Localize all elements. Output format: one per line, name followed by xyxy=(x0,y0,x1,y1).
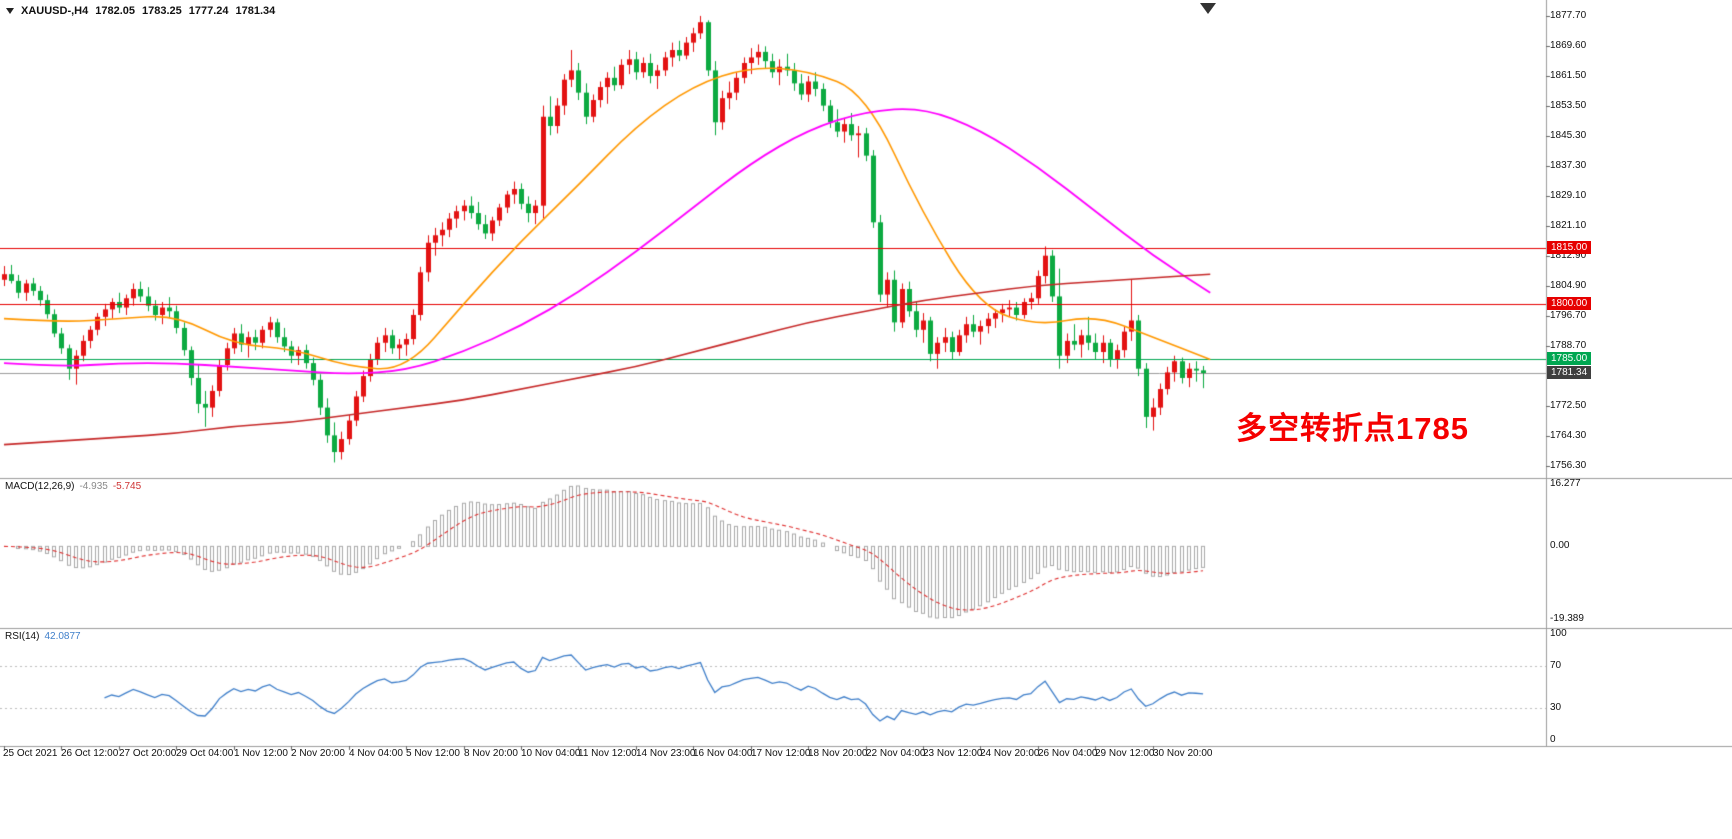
price-tick-label: 1837.30 xyxy=(1550,159,1587,171)
time-axis-label: 24 Nov 20:00 xyxy=(980,748,1040,759)
time-axis-label: 25 Oct 2021 xyxy=(3,748,58,759)
time-axis-label: 29 Nov 12:00 xyxy=(1095,748,1155,759)
rsi-scale-label: 100 xyxy=(1550,628,1567,639)
low-value: 1777.24 xyxy=(188,5,229,17)
time-axis-label: 26 Oct 12:00 xyxy=(61,748,119,759)
chart-header: XAUUSD-,H4 1782.05 1783.25 1777.24 1781.… xyxy=(6,5,275,17)
price-line-badge: 1800.00 xyxy=(1547,297,1592,310)
current-price-badge: 1781.34 xyxy=(1547,366,1592,379)
price-line-badge: 1785.00 xyxy=(1547,352,1592,365)
macd-main-value: -4.935 xyxy=(79,481,108,492)
price-tick-label: 1796.70 xyxy=(1550,310,1587,322)
time-axis-label: 14 Nov 23:00 xyxy=(636,748,696,759)
chart-shift-icon xyxy=(1200,3,1216,14)
time-axis-label: 30 Nov 20:00 xyxy=(1153,748,1213,759)
price-tick-label: 1829.10 xyxy=(1550,190,1587,202)
price-tick-label: 1821.10 xyxy=(1550,219,1587,231)
price-line-badge: 1815.00 xyxy=(1547,241,1592,254)
time-axis-label: 26 Nov 04:00 xyxy=(1038,748,1098,759)
high-value: 1783.25 xyxy=(142,5,182,17)
time-axis-label: 10 Nov 04:00 xyxy=(521,748,581,759)
time-axis-label: 22 Nov 04:00 xyxy=(866,748,926,759)
macd-scale-label: 0.00 xyxy=(1550,540,1570,552)
price-tick-label: 1788.70 xyxy=(1550,339,1587,351)
price-tick-label: 1772.50 xyxy=(1550,399,1587,411)
macd-scale-label: 16.277 xyxy=(1550,478,1581,489)
price-tick-label: 1812.90 xyxy=(1550,250,1587,262)
macd-name: MACD(12,26,9) xyxy=(5,481,75,492)
price-tick-label: 1853.50 xyxy=(1550,99,1587,111)
close-value: 1781.34 xyxy=(235,5,276,17)
time-axis-label: 23 Nov 12:00 xyxy=(923,748,983,759)
rsi-name: RSI(14) xyxy=(5,631,40,642)
rsi-value: 42.0877 xyxy=(44,631,81,642)
price-tick-label: 1861.50 xyxy=(1550,69,1587,81)
time-axis-label: 27 Oct 20:00 xyxy=(119,748,177,759)
macd-signal-value: -5.745 xyxy=(112,481,142,492)
time-axis-label: 11 Nov 12:00 xyxy=(578,748,637,759)
time-axis-label: 29 Oct 04:00 xyxy=(176,748,234,759)
rsi-scale-label: 30 xyxy=(1550,702,1562,714)
time-axis-label: 8 Nov 20:00 xyxy=(464,748,518,759)
price-tick-label: 1764.30 xyxy=(1550,430,1587,442)
time-axis-label: 18 Nov 20:00 xyxy=(808,748,868,759)
time-axis-label: 5 Nov 12:00 xyxy=(406,748,460,759)
price-tick-label: 1845.30 xyxy=(1550,129,1587,141)
price-tick-label: 1804.90 xyxy=(1550,279,1587,291)
chart-annotation-text: 多空转折点1785 xyxy=(1236,411,1469,446)
rsi-indicator-label: RSI(14) 42.0877 xyxy=(5,631,81,642)
rsi-scale-label: 70 xyxy=(1550,659,1562,671)
time-axis-label: 2 Nov 20:00 xyxy=(291,748,345,759)
price-tick-label: 1869.60 xyxy=(1550,39,1587,51)
symbol-period-label: XAUUSD-,H4 xyxy=(21,5,89,17)
time-axis-label: 17 Nov 12:00 xyxy=(751,748,811,759)
time-axis-label: 4 Nov 04:00 xyxy=(349,748,403,759)
macd-indicator-label: MACD(12,26,9) -4.935 -5.745 xyxy=(5,481,141,492)
time-axis-label: 16 Nov 04:00 xyxy=(693,748,753,759)
open-value: 1782.05 xyxy=(95,5,135,17)
price-tick-label: 1877.70 xyxy=(1550,9,1587,21)
symbol-menu-icon[interactable] xyxy=(6,8,14,14)
time-axis-label: 1 Nov 12:00 xyxy=(234,748,288,759)
price-tick-label: 1756.30 xyxy=(1550,459,1587,471)
macd-scale-label: -19.389 xyxy=(1550,613,1584,624)
rsi-scale-label: 0 xyxy=(1550,734,1556,745)
